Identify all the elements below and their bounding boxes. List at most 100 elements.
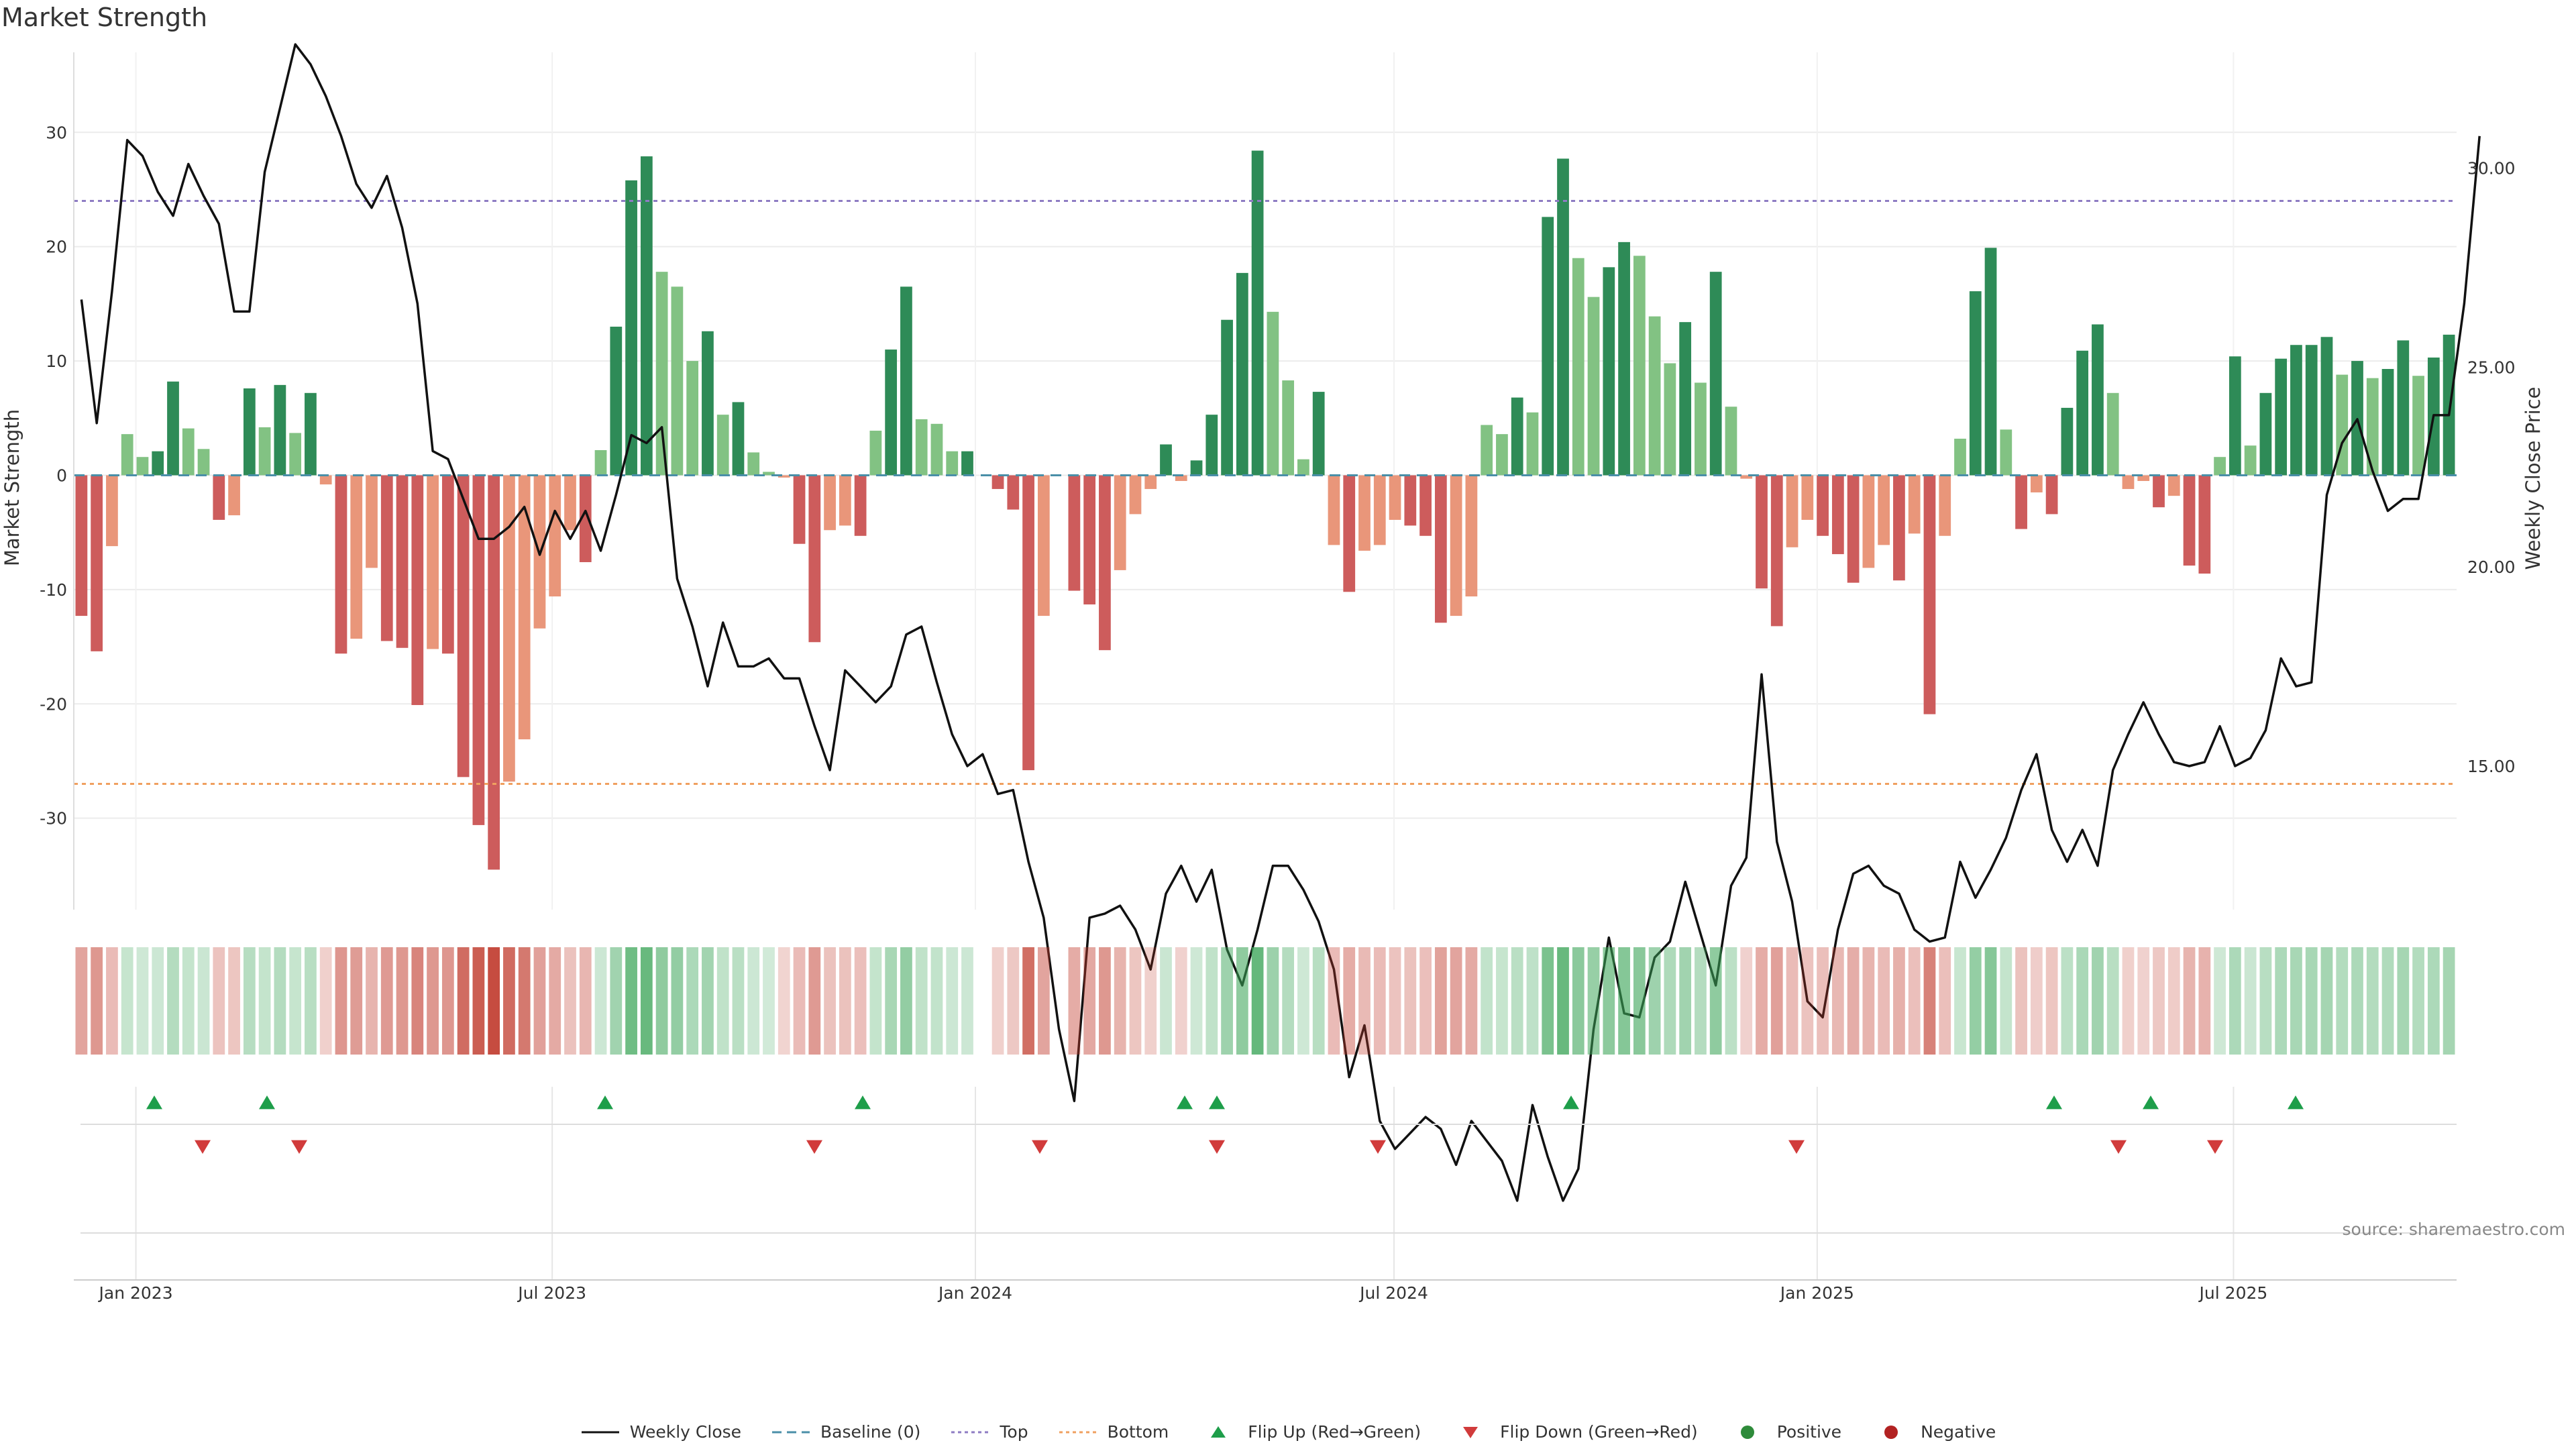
y-right-tick-label: 20.00 [2467, 557, 2516, 577]
heat-cell-positive [1205, 947, 1218, 1055]
positive-bar [1603, 267, 1615, 476]
positive-bar [1679, 322, 1692, 476]
heat-cell-positive [274, 947, 286, 1055]
legend-swatch [951, 1431, 989, 1433]
negative-bar [427, 475, 439, 649]
heat-cell-positive [763, 947, 775, 1055]
positive-bar [732, 402, 745, 476]
reference-lines [74, 200, 2457, 786]
legend-swatch [1059, 1431, 1097, 1433]
negative-bar [350, 475, 363, 639]
heat-cell-positive [747, 947, 760, 1055]
negative-bar [2015, 475, 2027, 529]
heat-cell-negative [1144, 947, 1157, 1055]
heat-cell-negative [808, 947, 821, 1055]
positive-bar [1297, 459, 1309, 476]
legend-label: Weekly Close [629, 1422, 742, 1442]
x-tick-label: Jul 2024 [1358, 1283, 1428, 1303]
flip-up-marker [597, 1095, 613, 1110]
heat-cell-positive [2106, 947, 2119, 1055]
heat-cell-positive [2412, 947, 2424, 1055]
heat-cell-positive [2092, 947, 2104, 1055]
negative-bar [2122, 475, 2135, 489]
heat-cell-positive [885, 947, 898, 1055]
positive-bar [1190, 460, 1203, 476]
heat-cell-negative [319, 947, 332, 1055]
heat-cell-negative [441, 947, 454, 1055]
heat-cell-positive [1526, 947, 1539, 1055]
heat-cell-positive [1725, 947, 1737, 1055]
heat-cell-positive [686, 947, 699, 1055]
legend-swatch [581, 1431, 619, 1433]
heat-cell-negative [1099, 947, 1111, 1055]
legend-item: Top [950, 1422, 1028, 1442]
heat-cell-positive [1481, 947, 1493, 1055]
heat-cell-negative [2122, 947, 2135, 1055]
flip-up-marker [146, 1095, 162, 1110]
positive-bar [2305, 345, 2318, 476]
legend-swatch [1884, 1425, 1898, 1439]
positive-bar [2214, 457, 2226, 476]
negative-bar [1389, 475, 1401, 520]
positive-bar [1954, 438, 1966, 476]
flip-up-marker [1209, 1095, 1225, 1110]
heat-cell-positive [594, 947, 607, 1055]
heat-cell-negative [106, 947, 118, 1055]
heat-cell-negative [1175, 947, 1187, 1055]
heat-cell-positive [2305, 947, 2318, 1055]
legend-label: Baseline (0) [820, 1422, 921, 1442]
heat-cell-positive [640, 947, 653, 1055]
positive-bar [289, 433, 302, 476]
heat-cell-positive [1267, 947, 1279, 1055]
heat-cell-negative [2015, 947, 2027, 1055]
heat-cell-positive [2351, 947, 2363, 1055]
price-line-layer [80, 43, 2481, 1202]
heat-cell-negative [1878, 947, 1890, 1055]
heat-cell-positive [305, 947, 317, 1055]
negative-bar [411, 475, 424, 705]
flip-down-marker [806, 1140, 822, 1154]
positive-bar [2397, 340, 2410, 476]
heat-cell-negative [549, 947, 561, 1055]
flip-down-marker [1370, 1140, 1386, 1154]
heat-cell-positive [2381, 947, 2394, 1055]
positive-bar [1282, 380, 1295, 476]
positive-bar [2092, 324, 2104, 476]
negative-bar [2137, 475, 2150, 481]
heat-cell-positive [1603, 947, 1615, 1055]
negative-bar [488, 475, 500, 870]
negative-bar [441, 475, 454, 654]
positive-bar [1709, 272, 1722, 476]
heat-cell-negative [1756, 947, 1768, 1055]
negative-bar [2045, 475, 2058, 515]
negative-bar [579, 475, 592, 562]
legend-item: Negative [1871, 1422, 1996, 1442]
heat-cell-negative [1939, 947, 1951, 1055]
heat-cell-negative [380, 947, 393, 1055]
heat-cell-negative [1068, 947, 1081, 1055]
legend-label: Top [1000, 1422, 1028, 1442]
positive-bar [1695, 382, 1707, 476]
positive-bar [915, 419, 928, 476]
negative-bar [1801, 475, 1814, 520]
heat-cell-positive [1190, 947, 1203, 1055]
flip-down-marker [2207, 1140, 2223, 1154]
heat-cell-negative [777, 947, 790, 1055]
heat-cell-positive [2259, 947, 2272, 1055]
heat-cell-negative [564, 947, 576, 1055]
heat-cell-positive [2397, 947, 2410, 1055]
negative-bar [1923, 475, 1936, 714]
positive-bar [2244, 445, 2257, 476]
heat-cell-negative [488, 947, 500, 1055]
negative-bar [335, 475, 347, 654]
x-tick-label: Jan 2025 [1779, 1283, 1854, 1303]
heat-cell-positive [1496, 947, 1508, 1055]
positive-bar [2381, 369, 2394, 476]
negative-bar [1358, 475, 1371, 551]
heat-cell-positive [2290, 947, 2302, 1055]
positive-bar [258, 427, 271, 476]
positive-bar [2229, 356, 2241, 476]
negative-bar [1847, 475, 1860, 583]
strength-heatmap [75, 947, 2455, 1055]
negative-bar [91, 475, 103, 651]
